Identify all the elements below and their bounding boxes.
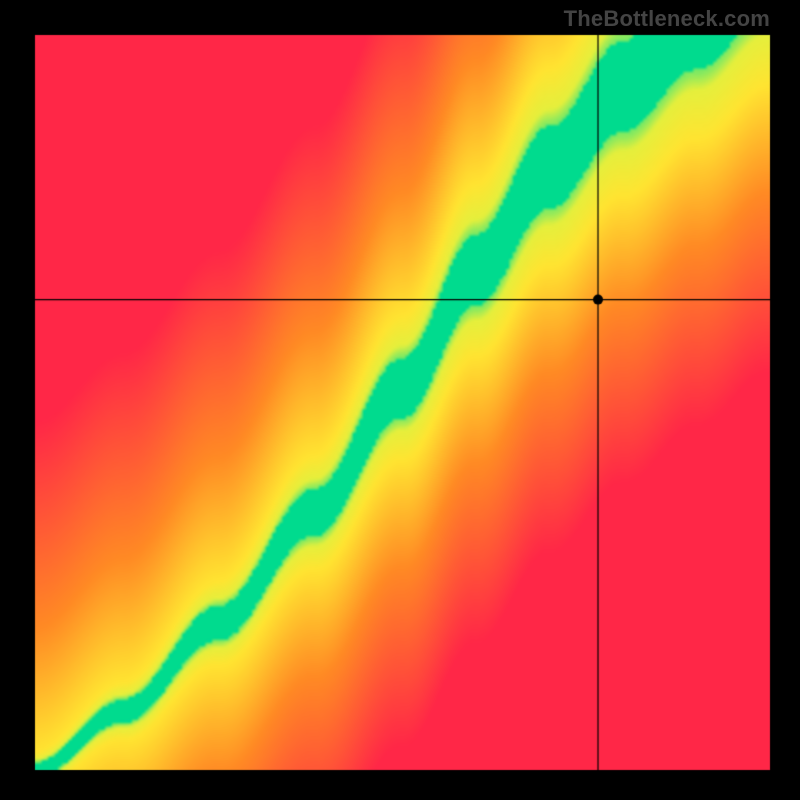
- watermark-text: TheBottleneck.com: [564, 6, 770, 32]
- bottleneck-heatmap: [0, 0, 800, 800]
- chart-container: TheBottleneck.com: [0, 0, 800, 800]
